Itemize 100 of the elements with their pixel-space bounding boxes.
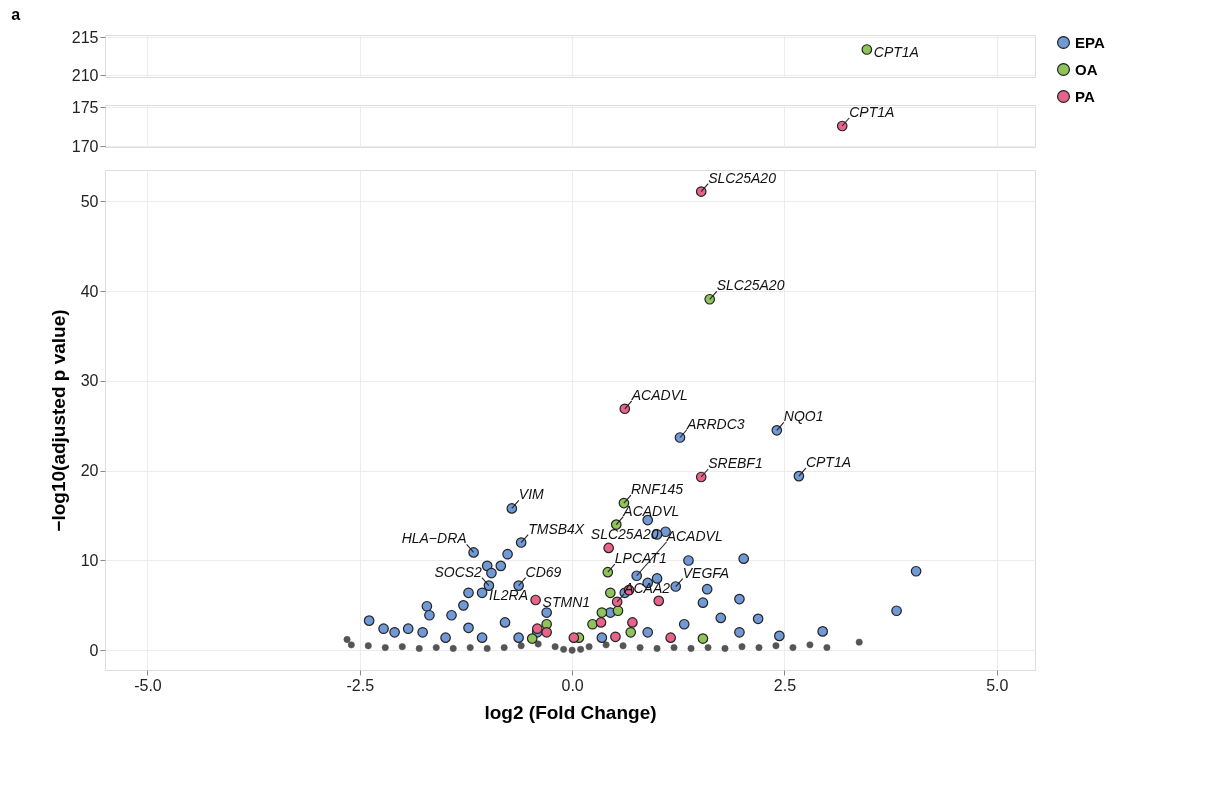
annotation: RNF145 (630, 481, 684, 498)
point (891, 605, 902, 617)
x-tick-label: 2.5 (773, 676, 797, 694)
y-tick-label: 210 (71, 66, 99, 84)
point (774, 630, 785, 642)
point (502, 548, 513, 560)
point (715, 612, 727, 624)
point (619, 642, 627, 650)
point (793, 470, 805, 482)
point (627, 617, 638, 628)
point (625, 626, 637, 638)
point (530, 594, 541, 606)
point (432, 644, 440, 652)
point (642, 626, 654, 638)
x-tick-label: -2.5 (346, 676, 375, 694)
y-tick-label: 40 (80, 282, 99, 300)
annotation: IL2RA (489, 586, 529, 603)
y-tick-label: 170 (71, 137, 99, 155)
point (417, 626, 428, 638)
point (610, 631, 621, 643)
point (823, 644, 831, 652)
point (704, 644, 712, 652)
annotation: ACADVL (665, 527, 723, 544)
x-tick-label: -5.0 (134, 676, 162, 694)
point (381, 644, 389, 652)
point (541, 626, 552, 638)
point (670, 644, 678, 652)
point (910, 565, 922, 577)
legend-label: PA (1075, 87, 1095, 105)
point (695, 186, 707, 197)
point (440, 632, 451, 644)
point (458, 600, 469, 611)
point (665, 632, 676, 644)
point (500, 644, 508, 652)
y-axis-title: −log10(adjusted p value) (47, 309, 69, 532)
annotation: HLA−DRA (401, 530, 467, 547)
x-tick-label: 5.0 (986, 676, 1009, 694)
point (697, 633, 709, 644)
annotation: CPT1A (805, 454, 852, 471)
point (734, 626, 745, 638)
point (596, 607, 608, 618)
point (755, 644, 763, 652)
point (421, 600, 433, 612)
y-tick-label: 10 (80, 551, 99, 569)
point (772, 642, 780, 650)
point (738, 643, 746, 651)
annotation: TMSB4X (528, 520, 585, 537)
point (695, 471, 707, 483)
point (602, 641, 610, 649)
point (534, 640, 542, 648)
y-tick-label: 175 (71, 98, 99, 116)
annotation: SLC25A20 (716, 277, 785, 294)
point (449, 645, 457, 652)
point (446, 609, 457, 621)
point (551, 643, 559, 651)
point (541, 607, 552, 618)
point (398, 643, 406, 651)
point (560, 645, 568, 653)
point (364, 642, 372, 650)
point (424, 609, 435, 621)
point (596, 632, 608, 644)
point (587, 618, 598, 630)
point (463, 622, 474, 634)
point (389, 626, 400, 638)
point (721, 645, 729, 652)
point (653, 645, 661, 652)
annotation: STMN1 (542, 593, 591, 610)
y-tick-label: 0 (89, 641, 99, 659)
annotation: ARRDC3 (685, 415, 745, 432)
annotation: NQO1 (783, 408, 824, 425)
point (513, 580, 524, 591)
point (605, 587, 616, 599)
point (483, 645, 491, 652)
point (697, 597, 709, 609)
point (517, 642, 525, 650)
point (486, 567, 497, 579)
annotation: SOCS2 (434, 563, 483, 580)
point (483, 580, 495, 591)
point (734, 593, 745, 605)
annotation: CD69 (525, 563, 562, 580)
point (513, 632, 524, 644)
y-tick-label: 20 (80, 462, 99, 480)
point (499, 617, 511, 628)
point (343, 636, 351, 643)
point (568, 646, 576, 654)
point (670, 581, 682, 592)
point (595, 617, 607, 628)
point (468, 547, 479, 558)
point (771, 424, 783, 436)
x-tick-label: 0.0 (561, 676, 584, 694)
annotation: SREBF1 (708, 455, 763, 471)
annotation: ACADVL (630, 386, 688, 403)
y-tick-label: 30 (80, 372, 99, 390)
point (568, 632, 580, 644)
x-axis-title: log2 (Fold Change) (484, 701, 657, 723)
point (476, 632, 488, 644)
annotation: VIM (518, 486, 545, 503)
point (738, 553, 750, 565)
point (619, 403, 631, 415)
point (506, 503, 518, 514)
